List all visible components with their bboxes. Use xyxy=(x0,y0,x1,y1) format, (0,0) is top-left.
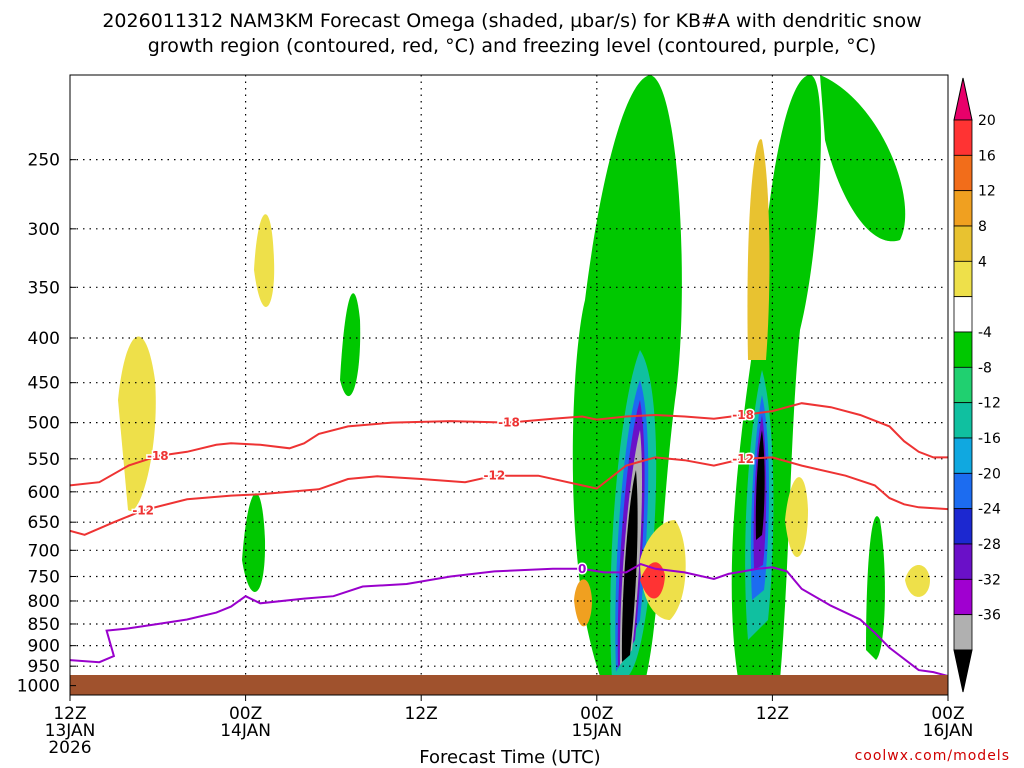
y-axis-ticks: 2503003504004505005506006507007508008509… xyxy=(17,151,76,697)
omega-descent-region-low-left xyxy=(574,579,592,627)
colorbar-label: -32 xyxy=(978,572,1001,588)
y-tick-label: 450 xyxy=(28,374,60,394)
contour-label: -12 xyxy=(132,503,154,517)
colorbar-arrow-bottom xyxy=(953,649,973,693)
x-tick-label: 12Z xyxy=(756,704,789,724)
contour-line-1 xyxy=(70,456,948,536)
colorbar-label: -28 xyxy=(978,537,1001,553)
colorbar-label: -16 xyxy=(978,431,1001,447)
y-tick-label: 400 xyxy=(28,329,60,349)
colorbar-segment xyxy=(953,402,973,439)
colorbar-arrow-top xyxy=(953,77,973,121)
contour-label: -18 xyxy=(147,449,169,463)
y-tick-label: 550 xyxy=(28,450,60,470)
omega-descent-region-low-right xyxy=(785,477,808,558)
y-tick-label: 650 xyxy=(28,513,60,533)
credit-label: coolwx.com/models xyxy=(855,748,1010,764)
x-tick-label: 15JAN xyxy=(571,721,622,741)
omega-descent-region-far-right xyxy=(905,565,930,597)
colorbar-segment xyxy=(953,119,973,156)
x-tick-label: 12Z xyxy=(53,704,86,724)
colorbar-label: 4 xyxy=(978,254,987,270)
colorbar-segment xyxy=(953,154,973,192)
y-tick-label: 300 xyxy=(28,220,60,240)
colorbar-label: -12 xyxy=(978,396,1001,412)
y-tick-label: 750 xyxy=(28,567,60,587)
x-axis-title: Forecast Time (UTC) xyxy=(419,747,600,768)
y-tick-label: 500 xyxy=(28,414,60,434)
x-tick-label: 00Z xyxy=(931,704,964,724)
terrain xyxy=(70,675,948,695)
contour-lines: -18 -18 -18 -12 -12 -12 0 xyxy=(70,402,948,677)
x-tick-label: 12Z xyxy=(405,704,438,724)
colorbar-segment xyxy=(953,331,973,368)
colorbar-label: -36 xyxy=(978,608,1001,624)
y-tick-label: 1000 xyxy=(17,677,60,697)
y-tick-label: 800 xyxy=(28,592,60,612)
colorbar-label: -24 xyxy=(978,502,1001,518)
y-tick-label: 250 xyxy=(28,151,60,171)
colorbar: 20 16 12 8 4 -4 -8 -12 -16 -20 -24 -28 -32 -36 xyxy=(953,77,1001,693)
contour-label: -18 xyxy=(732,408,754,422)
omega-core-left-black xyxy=(621,470,638,662)
y-tick-label: 850 xyxy=(28,615,60,635)
y-tick-label: 700 xyxy=(28,541,60,561)
colorbar-label: -4 xyxy=(978,325,992,341)
contour-label: -12 xyxy=(732,452,754,466)
omega-descent-region-upper-left xyxy=(254,214,275,308)
omega-descent-region-upper-right xyxy=(747,139,770,360)
colorbar-segment xyxy=(953,190,973,227)
contour-label: -12 xyxy=(484,469,506,483)
plot-frame xyxy=(69,74,949,696)
colorbar-segment xyxy=(953,543,973,580)
y-tick-label: 900 xyxy=(28,637,60,657)
colorbar-segment xyxy=(953,437,973,474)
y-tick-label: 350 xyxy=(28,278,60,298)
contour-line-2 xyxy=(70,563,948,677)
colorbar-label: 12 xyxy=(978,184,996,200)
colorbar-segment xyxy=(953,508,973,545)
colorbar-label: -8 xyxy=(978,360,992,376)
colorbar-label: 8 xyxy=(978,219,987,235)
x-tick-label: 00Z xyxy=(229,704,262,724)
omega-ascent-region-top-right xyxy=(820,75,906,242)
title-line-1: 2026011312 NAM3KM Forecast Omega (shaded… xyxy=(102,10,921,32)
y-tick-label: 600 xyxy=(28,483,60,503)
colorbar-label: -20 xyxy=(978,466,1001,482)
title-line-2: growth region (contoured, red, °C) and f… xyxy=(148,35,877,57)
omega-descent-core-mid-right xyxy=(640,562,665,599)
colorbar-segment xyxy=(953,225,973,262)
colorbar-segment xyxy=(953,366,973,404)
x-tick-label: 16JAN xyxy=(923,721,974,741)
x-tick-label: 2026 xyxy=(48,738,91,758)
colorbar-label: 20 xyxy=(978,113,996,129)
contour-label: 0 xyxy=(578,562,586,576)
omega-ascent-region-left-small xyxy=(340,293,361,397)
colorbar-segment xyxy=(953,472,973,510)
colorbar-segment xyxy=(953,614,973,651)
colorbar-segment xyxy=(953,260,973,298)
contour-label: -18 xyxy=(498,416,520,430)
x-tick-label: 00Z xyxy=(580,704,613,724)
colorbar-segment xyxy=(953,296,973,333)
colorbar-segment xyxy=(953,578,973,616)
colorbar-label: 16 xyxy=(978,148,996,164)
x-tick-label: 14JAN xyxy=(220,721,271,741)
x-tick-label: 13JAN xyxy=(45,721,96,741)
contour-line-0 xyxy=(70,402,948,487)
y-tick-label: 950 xyxy=(28,657,60,677)
omega-ascent-region-low-left xyxy=(242,493,266,593)
